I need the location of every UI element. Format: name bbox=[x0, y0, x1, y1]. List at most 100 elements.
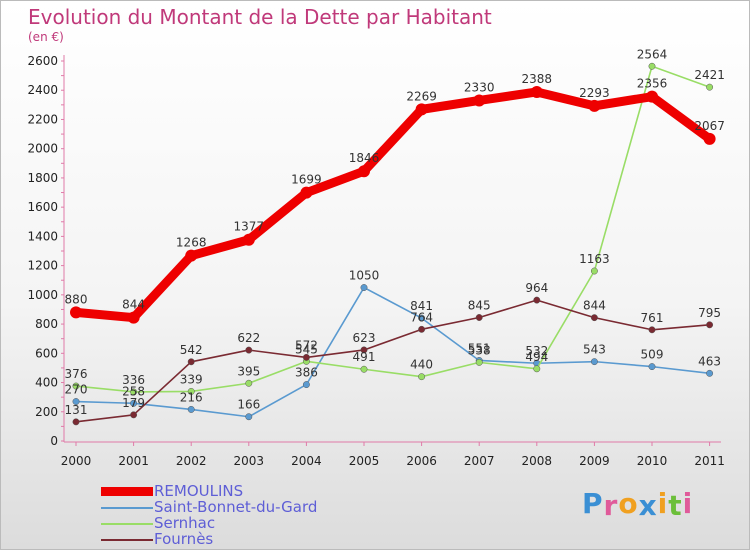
logo-letter: r bbox=[603, 489, 619, 522]
data-point bbox=[418, 314, 426, 322]
data-point bbox=[360, 365, 368, 373]
y-tick-label: 1800 bbox=[27, 171, 58, 185]
data-label: 2269 bbox=[406, 89, 437, 103]
y-tick-label: 2400 bbox=[27, 83, 58, 97]
data-point bbox=[72, 398, 80, 405]
data-label: 166 bbox=[237, 398, 260, 412]
data-label: 1163 bbox=[579, 252, 610, 266]
data-point bbox=[590, 314, 598, 322]
data-point bbox=[703, 132, 716, 145]
series-line-saint-bonnet-du-gard bbox=[75, 286, 711, 418]
data-label: 761 bbox=[641, 311, 664, 325]
data-label: 538 bbox=[468, 343, 491, 357]
data-label: 532 bbox=[525, 344, 548, 358]
data-point bbox=[245, 379, 253, 387]
y-tick-label: 2600 bbox=[27, 54, 58, 68]
data-point bbox=[473, 94, 486, 107]
data-label: 845 bbox=[468, 299, 491, 313]
data-label: 844 bbox=[583, 299, 606, 313]
proxiti-logo: Proxiti bbox=[582, 487, 694, 522]
y-tick-label: 1600 bbox=[27, 200, 58, 214]
legend-label: Fournès bbox=[154, 530, 214, 548]
data-point bbox=[530, 85, 543, 98]
data-label: 622 bbox=[237, 331, 260, 345]
data-point bbox=[360, 346, 368, 354]
data-label: 463 bbox=[698, 354, 721, 368]
legend-swatch bbox=[101, 539, 153, 541]
x-tick-label: 2011 bbox=[694, 454, 725, 468]
legend-swatch bbox=[101, 487, 153, 496]
data-point bbox=[418, 373, 426, 381]
data-point bbox=[130, 399, 138, 407]
data-label: 386 bbox=[295, 366, 318, 380]
data-point bbox=[590, 358, 598, 366]
data-point bbox=[415, 103, 428, 116]
data-label: 795 bbox=[698, 306, 721, 320]
data-label: 1377 bbox=[234, 220, 265, 234]
data-point bbox=[245, 346, 253, 354]
data-point bbox=[187, 358, 195, 366]
data-point bbox=[187, 388, 195, 395]
data-label: 623 bbox=[353, 331, 376, 345]
data-point bbox=[533, 365, 541, 373]
data-label: 179 bbox=[122, 396, 145, 410]
data-label: 543 bbox=[583, 343, 606, 357]
y-tick-label: 2200 bbox=[27, 112, 58, 126]
data-point bbox=[302, 353, 310, 361]
data-label: 2564 bbox=[637, 47, 668, 61]
y-tick-label: 600 bbox=[35, 346, 58, 360]
x-tick-label: 2008 bbox=[522, 454, 553, 468]
x-tick-label: 2006 bbox=[406, 454, 437, 468]
y-tick-label: 400 bbox=[35, 376, 58, 390]
data-label: 551 bbox=[468, 341, 491, 355]
data-label: 376 bbox=[65, 367, 88, 381]
data-label: 336 bbox=[122, 373, 145, 387]
data-label: 545 bbox=[295, 342, 318, 356]
x-tick-label: 2009 bbox=[579, 454, 610, 468]
data-point bbox=[418, 325, 426, 333]
data-label: 131 bbox=[65, 403, 88, 417]
data-point bbox=[648, 363, 656, 371]
logo-letter: P bbox=[582, 487, 604, 520]
data-label: 542 bbox=[180, 343, 203, 357]
x-tick-label: 2004 bbox=[291, 454, 322, 468]
data-point bbox=[646, 90, 658, 103]
data-point bbox=[130, 388, 138, 396]
data-point bbox=[302, 381, 310, 389]
logo-letter: i bbox=[682, 487, 694, 520]
data-point bbox=[590, 267, 598, 275]
data-point bbox=[245, 413, 253, 421]
data-point bbox=[706, 369, 714, 377]
data-label: 2356 bbox=[637, 77, 668, 91]
x-tick-label: 2003 bbox=[234, 454, 265, 468]
legend-label: Saint-Bonnet-du-Gard bbox=[154, 498, 318, 516]
data-point bbox=[127, 311, 140, 324]
y-tick-label: 1400 bbox=[27, 229, 58, 243]
logo-letter: i bbox=[657, 487, 669, 520]
data-label: 2067 bbox=[694, 119, 725, 133]
data-point bbox=[648, 62, 656, 70]
legend-label: REMOULINS bbox=[154, 482, 244, 500]
data-label: 964 bbox=[525, 281, 548, 295]
data-label: 491 bbox=[353, 350, 376, 364]
logo-letter: t bbox=[668, 489, 683, 522]
data-label: 572 bbox=[295, 338, 318, 352]
data-label: 258 bbox=[122, 384, 145, 398]
y-tick-label: 0 bbox=[50, 434, 58, 448]
data-point bbox=[588, 99, 601, 112]
data-point bbox=[706, 83, 714, 91]
data-point bbox=[70, 306, 82, 319]
x-tick-label: 2007 bbox=[464, 454, 495, 468]
x-tick-label: 2005 bbox=[349, 454, 380, 468]
data-label: 841 bbox=[410, 299, 433, 313]
data-point bbox=[533, 296, 541, 304]
data-label: 1268 bbox=[176, 236, 207, 250]
y-tick-label: 1200 bbox=[27, 259, 58, 273]
legend-label: Sernhac bbox=[154, 514, 216, 532]
data-label: 2293 bbox=[579, 86, 610, 100]
series-line-remoulins bbox=[71, 87, 715, 323]
data-point bbox=[72, 382, 80, 390]
data-label: 339 bbox=[180, 372, 203, 386]
y-tick-label: 2000 bbox=[27, 142, 58, 156]
